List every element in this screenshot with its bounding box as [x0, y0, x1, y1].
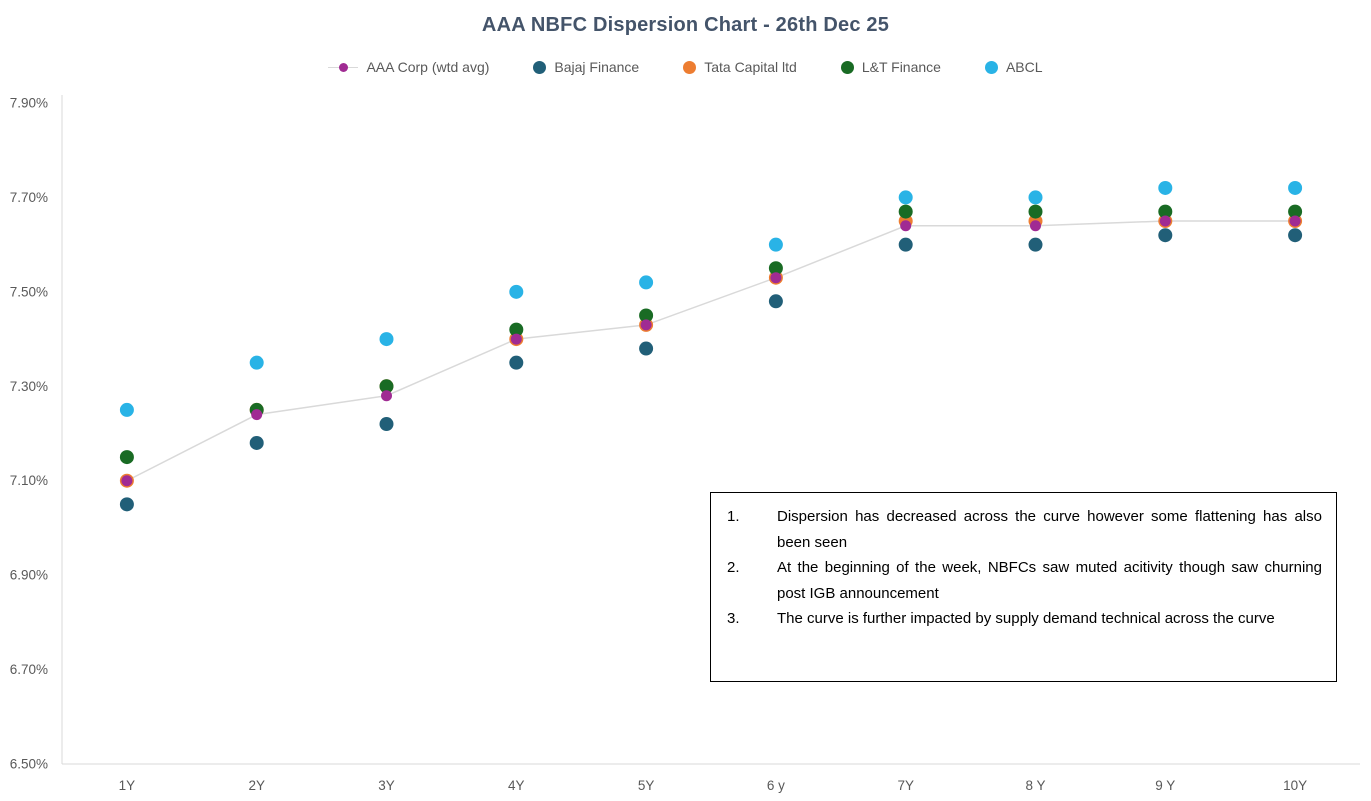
legend-label: AAA Corp (wtd avg): [366, 59, 490, 75]
legend-item: L&T Finance: [840, 59, 941, 75]
data-point: [249, 435, 264, 450]
data-point: [509, 355, 524, 370]
data-point: [379, 379, 394, 394]
series-line: [126, 220, 1296, 482]
data-point: [770, 272, 782, 284]
x-tick-label: 7Y: [897, 778, 914, 793]
annotation-item-number: 1.: [727, 508, 740, 525]
data-point: [1289, 215, 1301, 227]
data-point: [1158, 228, 1173, 243]
legend-dot-icon: [683, 60, 697, 74]
data-point: [249, 355, 264, 370]
legend-label: Tata Capital ltd: [704, 59, 797, 75]
y-tick-label: 7.30%: [10, 379, 48, 394]
data-point: [900, 220, 912, 232]
data-point: [640, 319, 652, 331]
annotation-item-number: 2.: [727, 559, 740, 576]
y-tick-label: 6.50%: [10, 757, 48, 772]
data-point: [381, 390, 392, 402]
data-point: [1028, 204, 1043, 219]
data-point: [1158, 204, 1173, 219]
data-point: [379, 417, 394, 432]
data-point: [639, 341, 654, 356]
legend-dot-icon: [840, 60, 854, 74]
data-point: [768, 237, 783, 252]
legend-item: Tata Capital ltd: [683, 59, 797, 75]
data-point: [639, 308, 654, 323]
data-point: [509, 322, 524, 337]
x-tick-label: 10Y: [1283, 778, 1307, 793]
data-point: [1288, 204, 1303, 219]
annotation-box: 1. Dispersion has decreased across the cu…: [710, 492, 1337, 682]
x-tick-label: 4Y: [508, 778, 525, 793]
annotation-item: 3. The curve is further impacted by suppl…: [727, 606, 1322, 632]
annotation-item-text: Dispersion has decreased across the curv…: [777, 508, 1322, 551]
data-point: [119, 497, 134, 512]
annotation-item: 2. At the beginning of the week, NBFCs sa…: [727, 555, 1322, 606]
data-point: [1288, 180, 1303, 195]
x-tick-label: 1Y: [119, 778, 136, 793]
data-point: [898, 204, 913, 219]
x-tick-label: 6 y: [767, 778, 785, 793]
data-point: [1028, 190, 1043, 205]
y-tick-label: 7.50%: [10, 284, 48, 299]
legend-item: ABCL: [984, 59, 1043, 75]
legend-line-marker-icon: [328, 61, 359, 74]
data-point: [119, 450, 134, 465]
y-tick-label: 7.90%: [10, 96, 48, 111]
data-point: [1028, 237, 1043, 252]
data-point: [1030, 220, 1041, 232]
chart-title: AAA NBFC Dispersion Chart - 26th Dec 25: [481, 14, 890, 36]
y-tick-label: 6.90%: [10, 568, 48, 583]
y-tick-label: 6.70%: [10, 662, 48, 677]
data-point: [768, 261, 783, 276]
y-tick-label: 7.10%: [10, 473, 48, 488]
data-point: [1159, 215, 1171, 227]
data-point: [1288, 228, 1303, 243]
data-point: [509, 284, 524, 299]
data-point: [121, 475, 133, 487]
legend-label: Bajaj Finance: [554, 59, 640, 75]
y-tick-label: 7.70%: [10, 190, 48, 205]
annotation-item: 1. Dispersion has decreased across the cu…: [727, 504, 1322, 555]
annotation-item-number: 3.: [727, 610, 740, 627]
x-tick-label: 3Y: [378, 778, 395, 793]
x-tick-label: 2Y: [248, 778, 265, 793]
data-point: [251, 409, 263, 421]
data-point: [639, 275, 654, 290]
data-point: [898, 237, 913, 252]
legend-item: Bajaj Finance: [533, 59, 639, 75]
data-point: [1158, 180, 1173, 195]
data-point: [379, 332, 394, 347]
legend-item: AAA Corp (wtd avg): [328, 59, 489, 75]
x-tick-label: 9 Y: [1155, 778, 1175, 793]
legend-label: L&T Finance: [861, 59, 941, 75]
legend-dot-icon: [984, 60, 998, 74]
legend-label: ABCL: [1005, 59, 1043, 75]
x-tick-label: 5Y: [638, 778, 655, 793]
data-point: [119, 402, 134, 417]
data-point: [898, 190, 913, 205]
annotation-item-text: At the beginning of the week, NBFCs saw …: [777, 559, 1322, 602]
data-point: [510, 333, 522, 345]
legend-dot-icon: [533, 60, 547, 74]
data-point: [768, 294, 783, 309]
chart-legend: AAA Corp (wtd avg) Bajaj Finance Tata Capi…: [0, 59, 1371, 75]
annotation-item-text: The curve is further impacted by supply …: [777, 610, 1275, 627]
x-tick-label: 8 Y: [1025, 778, 1045, 793]
